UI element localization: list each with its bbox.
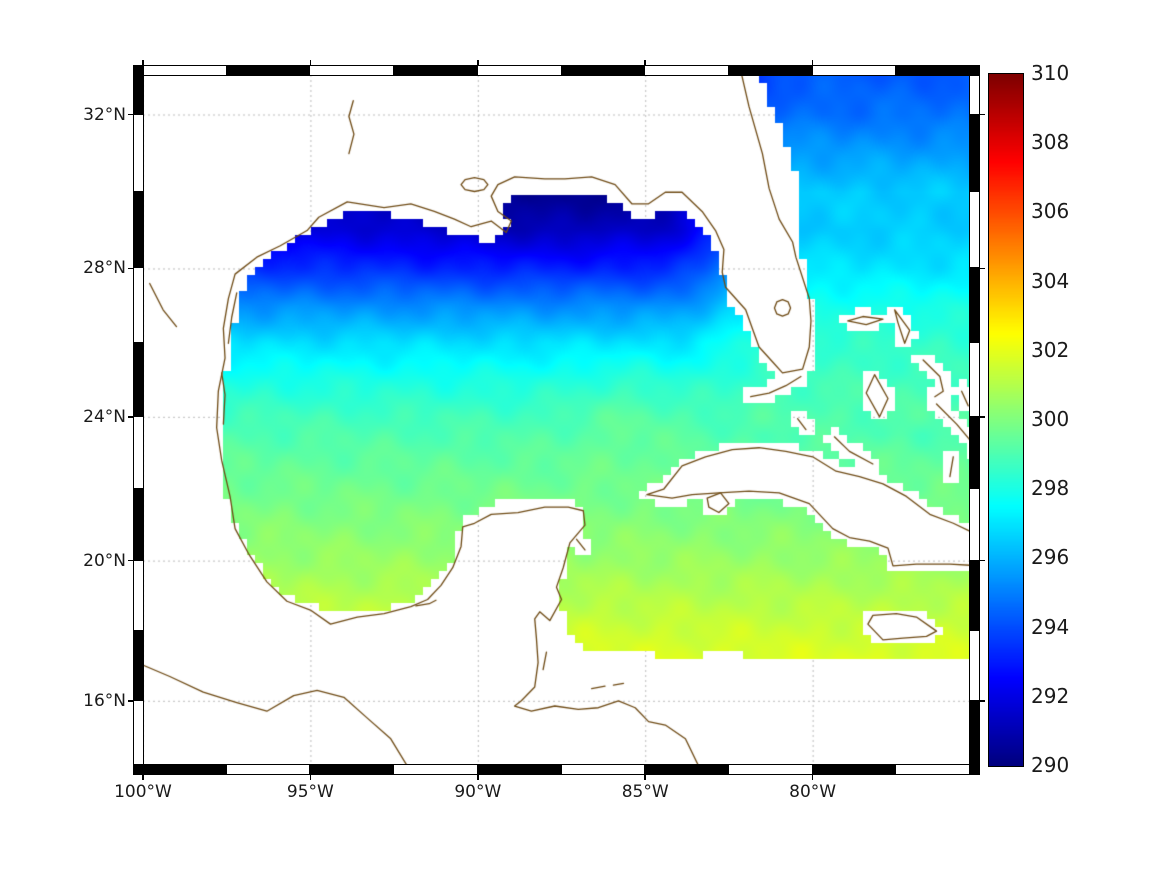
colorbar-tick-label: 306	[1031, 199, 1070, 224]
colorbar-tick-label: 296	[1031, 545, 1070, 570]
lon-tick-label: 100°W	[114, 782, 172, 802]
border-segment	[133, 630, 144, 702]
border-segment	[142, 764, 228, 775]
border-segment	[309, 764, 396, 775]
map-border-right	[969, 74, 980, 766]
colorbar-tick-label: 308	[1031, 130, 1070, 155]
axis-tick	[142, 774, 144, 780]
border-segment	[644, 764, 730, 775]
border-segment	[133, 559, 144, 633]
colorbar-tick-label: 302	[1031, 337, 1070, 362]
lon-tick-label: 90°W	[454, 782, 502, 802]
border-segment	[476, 65, 563, 76]
axis-tick	[128, 416, 134, 418]
border-segment	[895, 764, 971, 775]
border-segment	[811, 65, 898, 76]
border-segment	[969, 74, 980, 116]
border-segment	[393, 65, 479, 76]
axis-tick	[128, 700, 134, 702]
border-segment	[133, 415, 144, 491]
map-border-top	[142, 65, 971, 76]
lon-tick-label: 95°W	[286, 782, 334, 802]
border-segment	[133, 191, 144, 270]
axis-tick	[979, 113, 985, 116]
axis-tick	[128, 113, 134, 116]
border-segment	[225, 764, 312, 775]
lat-tick-label: 32°N	[83, 104, 126, 125]
border-segment	[895, 65, 971, 76]
colorbar-tick-label: 294	[1031, 614, 1070, 639]
border-segment	[969, 559, 980, 633]
border-segment	[727, 65, 814, 76]
border-segment	[969, 113, 980, 194]
border-segment	[476, 764, 563, 775]
border-segment	[133, 488, 144, 562]
lat-tick-label: 28°N	[83, 258, 126, 279]
map-border-left	[133, 74, 144, 766]
border-segment	[969, 699, 980, 766]
colorbar-tick-label: 304	[1031, 268, 1070, 293]
border-segment	[969, 191, 980, 270]
border-segment	[142, 65, 228, 76]
axis-tick	[309, 774, 312, 780]
border-segment	[560, 764, 647, 775]
border-segment	[309, 65, 396, 76]
border-segment	[969, 267, 980, 345]
axis-tick	[644, 774, 646, 780]
border-segment	[727, 764, 814, 775]
colorbar-tick-label: 310	[1031, 61, 1070, 85]
border-segment	[969, 630, 980, 702]
border-segment	[969, 342, 980, 418]
border-segment	[644, 65, 730, 76]
colorbar-tick-label: 290	[1031, 753, 1070, 777]
axis-tick	[142, 60, 144, 66]
axis-tick	[128, 267, 134, 270]
colorbar-tick-label: 300	[1031, 407, 1070, 431]
axis-tick	[811, 774, 814, 780]
map-border-bottom	[142, 764, 971, 775]
axis-tick	[979, 416, 985, 418]
border-segment	[133, 699, 144, 766]
border-corner	[133, 65, 144, 76]
axis-tick	[979, 267, 985, 270]
axis-tick	[979, 559, 985, 562]
lat-tick-label: 16°N	[83, 690, 126, 711]
border-segment	[969, 488, 980, 562]
colorbar-tick-label: 298	[1031, 476, 1070, 501]
colorbar	[988, 73, 1024, 767]
border-segment	[133, 342, 144, 418]
border-segment	[811, 764, 898, 775]
border-segment	[393, 764, 479, 775]
border-segment	[560, 65, 647, 76]
border-segment	[133, 113, 144, 194]
border-segment	[133, 267, 144, 345]
axis-tick	[128, 559, 134, 562]
axis-tick	[477, 60, 479, 66]
lon-tick-label: 85°W	[621, 782, 669, 802]
lon-tick-label: 80°W	[789, 782, 837, 802]
border-corner	[133, 764, 144, 775]
axis-tick	[309, 60, 312, 66]
lat-tick-label: 20°N	[83, 550, 126, 571]
border-corner	[969, 65, 980, 76]
border-segment	[225, 65, 312, 76]
border-corner	[969, 764, 980, 775]
border-segment	[969, 415, 980, 491]
axis-tick	[644, 60, 646, 66]
colorbar-tick-label: 292	[1031, 683, 1070, 708]
sst-map	[143, 75, 970, 765]
axis-tick	[811, 60, 814, 66]
lat-tick-label: 24°N	[83, 406, 126, 427]
axis-tick	[477, 774, 479, 780]
axis-tick	[979, 700, 985, 702]
border-segment	[133, 74, 144, 116]
